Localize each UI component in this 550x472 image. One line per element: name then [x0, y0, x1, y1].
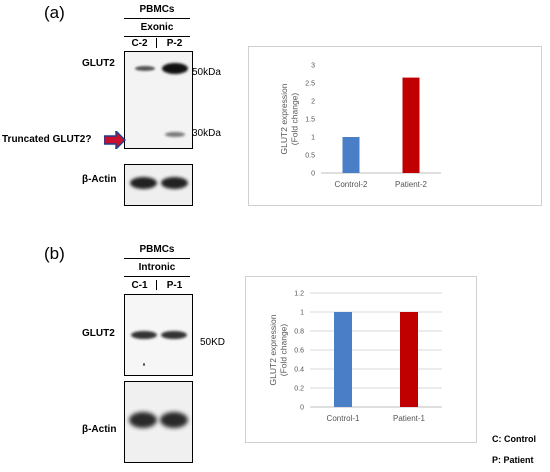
bar-control-1: [334, 312, 352, 407]
panel-a-header-rule: [124, 18, 190, 19]
bar-patient-2: [402, 77, 420, 173]
panel-b-lane-divider: [156, 280, 157, 290]
band-p2-glut2: [162, 63, 188, 74]
band-c2-actin: [130, 177, 157, 189]
x-tick-label: Control-2: [335, 180, 368, 189]
blot-speck: [143, 363, 145, 366]
truncated-glut2-label: Truncated GLUT2?: [2, 134, 92, 145]
band-c1-glut2: [131, 331, 157, 339]
x-tick-label: Control-1: [327, 414, 360, 423]
band-p2-actin: [161, 177, 188, 189]
y-tick-label: 1.2: [294, 291, 304, 298]
panel-b-lane-c1: C-1: [131, 280, 148, 291]
y-tick-label: 0.6: [294, 348, 304, 355]
x-tick-label: Patient-1: [393, 414, 426, 423]
control-abbreviation-note: C: Control: [492, 434, 536, 444]
y-tick-label: 2.5: [305, 81, 315, 88]
band-p1-glut2: [161, 331, 187, 339]
y-tick-label: 1: [300, 310, 304, 317]
panel-a-cell-type-header: PBMCs: [139, 4, 175, 15]
band-c1-actin: [129, 412, 157, 428]
y-tick-label: 0: [311, 171, 315, 178]
chart-a: 0 0.5 1 1.5 2 2.5 3 Control-2 Patient-2 GLUT2 exp…: [279, 63, 441, 189]
panel-b-mw-50: 50KD: [200, 337, 226, 348]
panel-a-mw-30: 30kDa: [192, 128, 221, 139]
panel-a-region-rule: [124, 36, 190, 37]
y-tick-label: 0.4: [294, 367, 304, 374]
panel-b-region-header: Intronic: [138, 262, 176, 273]
panel-b-header-rule: [124, 258, 190, 259]
y-tick-label: 0: [300, 405, 304, 412]
y-tick-label: 1.5: [305, 117, 315, 124]
panel-b-region-rule: [124, 276, 190, 277]
y-tick-label: 0.2: [294, 386, 304, 393]
y-axis-label: GLUT2 expression(Fold change): [268, 314, 289, 385]
panel-a-lane-divider: [156, 38, 157, 48]
y-tick-label: 3: [311, 63, 315, 70]
panel-a-lane-c2: C-2: [131, 38, 148, 49]
panel-b-label: (b): [44, 244, 65, 263]
band-c2-glut2: [135, 66, 155, 71]
chart-a-frame: 0 0.5 1 1.5 2 2.5 3 Control-2 Patient-2 GLUT2 exp…: [248, 46, 542, 206]
panel-a-label: (a): [44, 3, 65, 22]
y-tick-label: 2: [311, 99, 315, 106]
panel-a-region-header: Exonic: [140, 22, 174, 33]
panel-b-actin-blot: [124, 381, 193, 463]
panel-b-glut2-blot: [124, 294, 193, 376]
y-tick-label: 0.8: [294, 329, 304, 336]
panel-a-lane-p2: P-2: [166, 38, 183, 49]
y-tick-label: 1: [311, 135, 315, 142]
panel-b-glut2-label: GLUT2: [82, 328, 115, 339]
y-tick-label: 0.5: [305, 153, 315, 160]
bar-control-2: [342, 137, 360, 173]
chart-b: 0 0.2 0.4 0.6 0.8 1 1.2 Control-1 Patient-1 GLUT2…: [268, 291, 442, 423]
panel-a-actin-blot: [124, 164, 193, 206]
band-p1-actin: [160, 412, 188, 428]
panel-b-actin-label: β-Actin: [82, 424, 117, 435]
panel-a-mw-50: 50kDa: [192, 67, 221, 78]
band-p2-truncated: [165, 132, 185, 137]
x-tick-label: Patient-2: [395, 180, 428, 189]
panel-a-actin-label: β-Actin: [82, 174, 117, 185]
red-arrow-icon: [104, 131, 126, 149]
panel-a-glut2-blot: [124, 51, 193, 149]
patient-abbreviation-note: P: Patient: [492, 455, 534, 465]
panel-b-lane-p1: P-1: [166, 280, 183, 291]
panel-b-cell-type-header: PBMCs: [139, 244, 175, 255]
y-axis-label: GLUT2 expression(Fold change): [279, 83, 300, 154]
panel-a-glut2-label: GLUT2: [82, 58, 115, 69]
bar-patient-1: [400, 312, 418, 407]
chart-b-frame: 0 0.2 0.4 0.6 0.8 1 1.2 Control-1 Patient-1 GLUT2…: [245, 276, 477, 443]
